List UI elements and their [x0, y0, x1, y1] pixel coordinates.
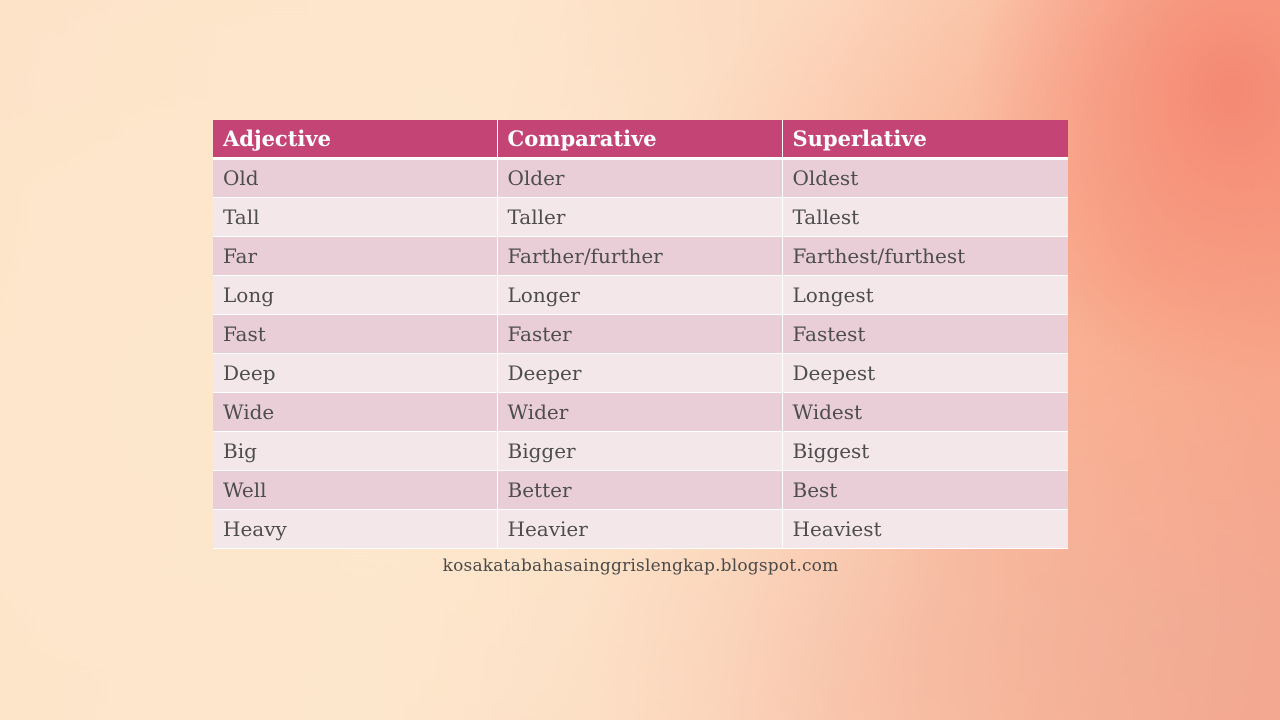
cell-comparative: Older — [497, 158, 783, 198]
cell-comparative: Taller — [497, 197, 783, 237]
table-row: Heavy Heavier Heaviest — [213, 509, 1068, 549]
table-body: Old Older Oldest Tall Taller Tallest Far… — [213, 158, 1068, 549]
header-comparative: Comparative — [497, 120, 783, 160]
cell-adjective: Heavy — [213, 509, 498, 549]
cell-superlative: Fastest — [782, 314, 1068, 354]
cell-comparative: Bigger — [497, 431, 783, 471]
cell-adjective: Well — [213, 470, 498, 510]
comparison-table: Adjective Comparative Superlative Old Ol… — [213, 120, 1068, 549]
table-row: Deep Deeper Deepest — [213, 353, 1068, 393]
cell-adjective: Deep — [213, 353, 498, 393]
cell-comparative: Farther/further — [497, 236, 783, 276]
cell-superlative: Heaviest — [782, 509, 1068, 549]
cell-comparative: Heavier — [497, 509, 783, 549]
table-row: Tall Taller Tallest — [213, 197, 1068, 237]
source-caption: kosakatabahasainggrislengkap.blogspot.co… — [442, 556, 839, 576]
cell-superlative: Best — [782, 470, 1068, 510]
cell-superlative: Deepest — [782, 353, 1068, 393]
cell-comparative: Deeper — [497, 353, 783, 393]
header-superlative: Superlative — [782, 120, 1068, 160]
table-header: Adjective Comparative Superlative — [213, 120, 1068, 160]
cell-superlative: Oldest — [782, 158, 1068, 198]
cell-comparative: Faster — [497, 314, 783, 354]
cell-superlative: Biggest — [782, 431, 1068, 471]
cell-superlative: Widest — [782, 392, 1068, 432]
table-row: Fast Faster Fastest — [213, 314, 1068, 354]
cell-adjective: Wide — [213, 392, 498, 432]
header-row: Adjective Comparative Superlative — [213, 120, 1068, 160]
cell-adjective: Tall — [213, 197, 498, 237]
cell-superlative: Tallest — [782, 197, 1068, 237]
table-row: Well Better Best — [213, 470, 1068, 510]
header-adjective: Adjective — [213, 120, 498, 160]
table-row: Long Longer Longest — [213, 275, 1068, 315]
table-row: Far Farther/further Farthest/furthest — [213, 236, 1068, 276]
cell-superlative: Farthest/furthest — [782, 236, 1068, 276]
cell-adjective: Far — [213, 236, 498, 276]
table-row: Big Bigger Biggest — [213, 431, 1068, 471]
cell-superlative: Longest — [782, 275, 1068, 315]
table-row: Wide Wider Widest — [213, 392, 1068, 432]
cell-comparative: Better — [497, 470, 783, 510]
cell-comparative: Wider — [497, 392, 783, 432]
cell-adjective: Big — [213, 431, 498, 471]
cell-adjective: Old — [213, 158, 498, 198]
cell-comparative: Longer — [497, 275, 783, 315]
cell-adjective: Fast — [213, 314, 498, 354]
table-row: Old Older Oldest — [213, 158, 1068, 198]
cell-adjective: Long — [213, 275, 498, 315]
